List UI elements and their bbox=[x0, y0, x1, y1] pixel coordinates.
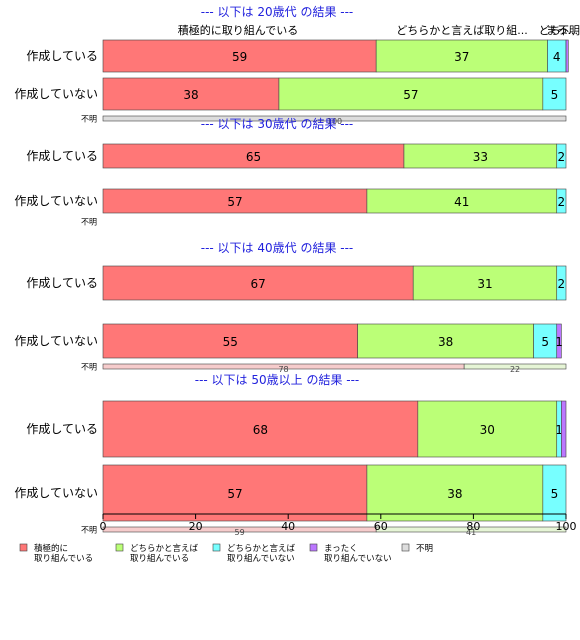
bar-segment-panel3-row1-s2 bbox=[412, 265, 558, 301]
category-label-panel4-row3: 不明 bbox=[81, 526, 97, 535]
data-label-panel4-row2-s3: 5 bbox=[551, 487, 559, 501]
category-label-panel1-row3: 不明 bbox=[81, 115, 97, 124]
legend-swatch-1 bbox=[19, 543, 28, 552]
bar-segment-panel4-row2-s2 bbox=[366, 464, 544, 522]
category-label-panel3-row2: 作成していない bbox=[14, 334, 98, 348]
data-label-panel3-row2-s4: 1 bbox=[555, 335, 563, 349]
legend-label-2-line2: 取り組んでいる bbox=[130, 553, 189, 564]
data-label-panel1-row1-s2: 37 bbox=[454, 50, 469, 64]
bar-segment-panel3-row2-s1 bbox=[102, 323, 358, 359]
x-tick-label-60: 60 bbox=[374, 520, 388, 533]
panel-title-3: --- 以下は 40歳代 の結果 --- bbox=[201, 241, 354, 255]
data-label-panel4-row1-s2: 30 bbox=[480, 423, 495, 437]
top-label-series-5: 不明 bbox=[558, 24, 580, 37]
data-label-panel2-row1-s1: 65 bbox=[246, 150, 261, 164]
bar-segment-panel4-row1-s1 bbox=[102, 400, 419, 458]
top-label-series-1: 積極的に取り組んでいる bbox=[178, 23, 298, 37]
bar-segment-panel4-row2-s1 bbox=[102, 464, 368, 522]
data-label-panel3-row1-s1: 67 bbox=[250, 277, 265, 291]
x-tick-label-20: 20 bbox=[189, 520, 203, 533]
data-label-panel2-row2-s1: 57 bbox=[227, 195, 242, 209]
x-tick-label-80: 80 bbox=[466, 520, 480, 533]
bar-segment-panel4-row3-s2 bbox=[375, 526, 567, 533]
panel-title-1: --- 以下は 20歳代 の結果 --- bbox=[201, 5, 354, 19]
legend-label-1-line1: 積極的に bbox=[34, 543, 68, 554]
bar-segment-panel3-row1-s3 bbox=[556, 265, 567, 301]
bar-segment-panel3-row2-s4 bbox=[556, 323, 562, 359]
bar-segment-panel1-row2-s1 bbox=[102, 77, 280, 111]
legend-label-5: 不明 bbox=[416, 544, 433, 554]
bar-segment-panel4-row1-s4 bbox=[561, 400, 567, 458]
panel-title-4: --- 以下は 50歳以上 の結果 --- bbox=[195, 373, 360, 387]
bar-segment-panel3-row2-s2 bbox=[357, 323, 534, 359]
data-label-panel3-row2-s3: 5 bbox=[541, 335, 549, 349]
legend-label-4-line1: まったく bbox=[324, 544, 358, 554]
top-label-series-2: どちらかと言えば取り組... bbox=[396, 24, 528, 37]
category-label-panel1-row1: 作成している bbox=[26, 49, 98, 63]
data-label-panel1-row1-s3: 4 bbox=[553, 50, 561, 64]
data-label-panel2-row1-s3: 2 bbox=[558, 150, 566, 164]
bar-segment-panel1-row1-s4 bbox=[565, 39, 569, 73]
data-label-panel1-row2-s2: 57 bbox=[403, 88, 418, 102]
legend-swatch-2 bbox=[115, 543, 124, 552]
category-label-panel4-row2: 作成していない bbox=[14, 486, 98, 500]
data-label-panel4-row1-s3: 1 bbox=[555, 423, 563, 437]
bar-segment-panel3-row1-s1 bbox=[102, 265, 414, 301]
data-label-panel3-row2-s2: 38 bbox=[438, 335, 453, 349]
data-label-panel2-row2-s2: 41 bbox=[454, 195, 469, 209]
data-label-panel4-row1-s1: 68 bbox=[253, 423, 268, 437]
category-label-panel1-row2: 作成していない bbox=[14, 87, 98, 101]
category-label-panel4-row1: 作成している bbox=[26, 422, 98, 436]
data-label-panel4-row3-s1: 59 bbox=[234, 528, 244, 537]
bar-segment-panel2-row2-s1 bbox=[102, 188, 368, 214]
legend-label-3-line1: どちらかと言えば bbox=[227, 543, 296, 554]
data-label-panel3-row2-s1: 55 bbox=[223, 335, 238, 349]
data-label-panel2-row1-s2: 33 bbox=[473, 150, 488, 164]
bar-segment-panel2-row1-s3 bbox=[556, 143, 567, 169]
data-label-panel1-row2-s1: 38 bbox=[183, 88, 198, 102]
bar-segment-panel1-row1-s1 bbox=[102, 39, 377, 73]
bar-segment-panel4-row1-s2 bbox=[417, 400, 558, 458]
x-tick-label-40: 40 bbox=[281, 520, 295, 533]
category-label-panel2-row3: 不明 bbox=[81, 218, 97, 227]
data-label-panel4-row2-s2: 38 bbox=[447, 487, 462, 501]
data-label-panel3-row3-s2: 22 bbox=[510, 365, 520, 374]
x-tick-label-100: 100 bbox=[556, 520, 577, 533]
data-label-panel2-row2-s3: 2 bbox=[558, 195, 566, 209]
bar-segment-panel4-row2-s3 bbox=[542, 464, 567, 522]
category-label-panel2-row2: 作成していない bbox=[14, 194, 98, 208]
bar-segment-panel1-row2-s3 bbox=[542, 77, 567, 111]
legend-label-3-line2: 取り組んでいない bbox=[227, 553, 295, 564]
legend-swatch-3 bbox=[212, 543, 221, 552]
x-tick-label-0: 0 bbox=[100, 520, 107, 533]
data-label-panel1-row1-s1: 59 bbox=[232, 50, 247, 64]
legend-swatch-4 bbox=[309, 543, 318, 552]
data-label-panel4-row2-s1: 57 bbox=[227, 487, 242, 501]
bar-segment-panel1-row3-s5 bbox=[102, 115, 567, 122]
data-label-panel3-row1-s3: 2 bbox=[558, 277, 566, 291]
data-label-panel1-row2-s3: 5 bbox=[551, 88, 559, 102]
data-label-panel4-row3-s2: 41 bbox=[466, 528, 476, 537]
data-label-panel3-row1-s2: 31 bbox=[477, 277, 492, 291]
legend-label-1-line2: 取り組んでいる bbox=[34, 553, 93, 564]
bar-segment-panel2-row2-s3 bbox=[556, 188, 567, 214]
legend-label-4-line2: 取り組んでいない bbox=[324, 553, 392, 564]
category-label-panel2-row1: 作成している bbox=[26, 149, 98, 163]
top-label-series-4: まっ... bbox=[546, 24, 578, 37]
category-label-panel3-row1: 作成している bbox=[26, 276, 98, 290]
data-label-panel1-row3-s5: 100 bbox=[327, 117, 342, 126]
data-label-panel3-row3-s1: 78 bbox=[278, 365, 288, 374]
legend-label-2-line1: どちらかと言えば bbox=[130, 543, 199, 554]
category-label-panel3-row3: 不明 bbox=[81, 363, 97, 372]
bar-segment-panel2-row1-s1 bbox=[102, 143, 405, 169]
top-label-series-3: どち... bbox=[539, 24, 572, 37]
bar-segment-panel3-row3-s2 bbox=[463, 363, 567, 370]
legend-swatch-5 bbox=[401, 543, 410, 552]
panel-title-2: --- 以下は 30歳代 の結果 --- bbox=[201, 117, 354, 131]
